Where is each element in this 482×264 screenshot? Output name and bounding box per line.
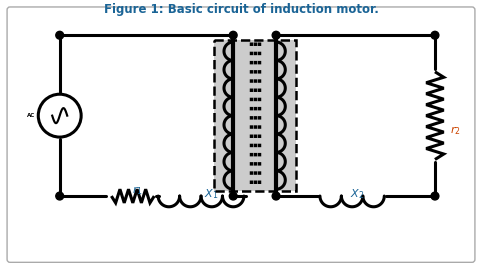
Circle shape — [431, 192, 439, 200]
Text: AC: AC — [27, 113, 35, 118]
Text: $r_2$: $r_2$ — [450, 124, 460, 137]
Circle shape — [229, 192, 237, 200]
Text: $X_2$: $X_2$ — [350, 187, 364, 201]
Circle shape — [431, 31, 439, 39]
Text: $r_1$: $r_1$ — [132, 184, 143, 197]
Circle shape — [272, 192, 280, 200]
FancyBboxPatch shape — [7, 7, 475, 262]
Circle shape — [56, 192, 64, 200]
Circle shape — [229, 31, 237, 39]
Text: Figure 1: Basic circuit of induction motor.: Figure 1: Basic circuit of induction mot… — [104, 3, 378, 16]
Circle shape — [272, 31, 280, 39]
Text: $X_1$: $X_1$ — [203, 187, 218, 201]
Bar — [214, 40, 295, 191]
Bar — [214, 40, 295, 191]
Circle shape — [56, 31, 64, 39]
